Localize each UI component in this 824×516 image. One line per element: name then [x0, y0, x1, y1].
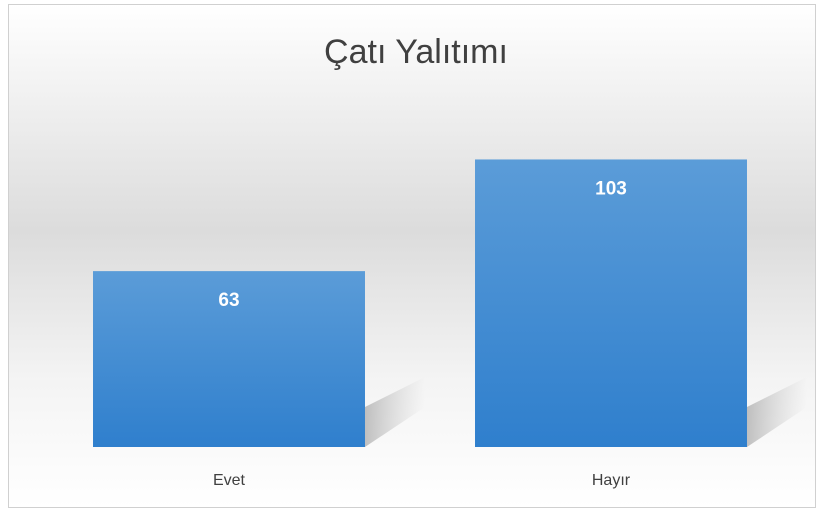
- bar-shadow: [364, 377, 425, 447]
- x-tick-label: Hayır: [592, 472, 631, 489]
- data-label: 63: [218, 290, 239, 311]
- bar: [93, 271, 365, 447]
- bar-shadow: [746, 377, 807, 447]
- x-tick-label: Evet: [213, 472, 246, 489]
- chart-title: Çatı Yalıtımı: [324, 33, 508, 71]
- bar: [475, 159, 747, 448]
- data-label: 103: [595, 178, 627, 199]
